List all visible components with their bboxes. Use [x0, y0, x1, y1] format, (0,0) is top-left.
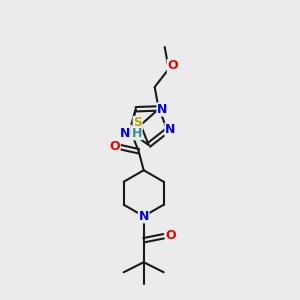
Text: N: N	[157, 103, 167, 116]
Text: N: N	[165, 123, 175, 136]
Text: S: S	[123, 125, 132, 138]
Text: O: O	[165, 229, 176, 242]
Text: S: S	[133, 116, 142, 130]
Text: H: H	[131, 127, 142, 140]
Text: O: O	[110, 140, 120, 153]
Text: N: N	[119, 127, 130, 140]
Text: O: O	[167, 59, 178, 73]
Text: N: N	[139, 210, 149, 223]
